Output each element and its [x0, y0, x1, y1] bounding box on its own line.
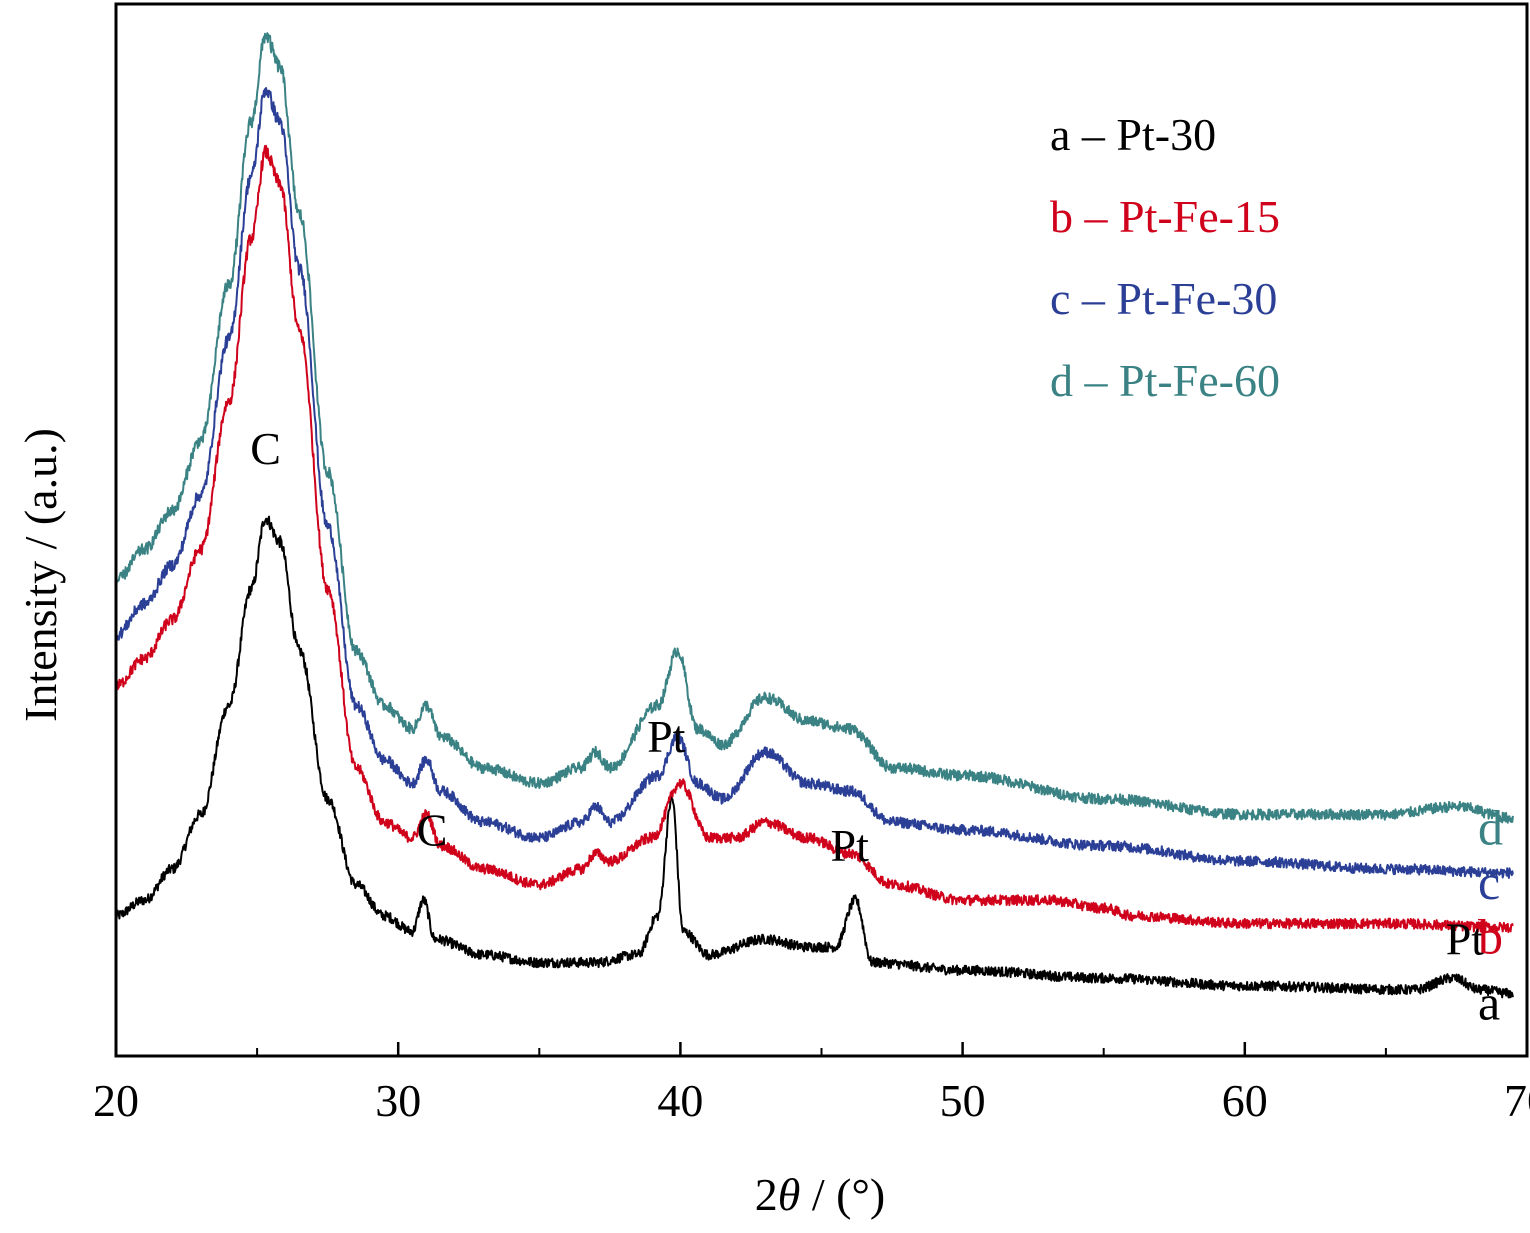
annotations-layer: C C Pt Pt Pt — [250, 423, 1484, 965]
peak-annotation-1: C — [417, 805, 448, 856]
x-axis-label-theta: θ — [778, 1169, 801, 1220]
legend-entry-b: b – Pt-Fe-15 — [1050, 191, 1280, 242]
series-end-label-b: b — [1478, 908, 1503, 964]
x-tick-label: 40 — [657, 1075, 703, 1126]
peak-annotation-0: C — [250, 423, 281, 474]
peak-annotation-2: Pt — [647, 711, 686, 762]
series-end-label-c: c — [1478, 854, 1500, 910]
plot-frame — [114, 2, 1529, 1058]
x-tick-label: 60 — [1222, 1075, 1268, 1126]
x-tick-label: 30 — [375, 1075, 421, 1126]
y-axis-label: Intensity / (a.u.) — [15, 428, 66, 722]
legend-entry-d: d – Pt-Fe-60 — [1050, 355, 1280, 406]
legend-entry-c: c – Pt-Fe-30 — [1050, 273, 1277, 324]
legend: a – Pt-30 b – Pt-Fe-15 c – Pt-Fe-30 d – Pt-… — [1050, 109, 1280, 406]
series-line-d — [115, 32, 1514, 824]
series-line-c — [115, 87, 1514, 879]
series-line-a — [115, 515, 1514, 999]
x-axis-label: 2θ / (°) — [755, 1169, 885, 1220]
legend-entry-a: a – Pt-30 — [1050, 109, 1216, 160]
x-tick-label: 20 — [93, 1075, 139, 1126]
x-axis-label-prefix: 2 — [755, 1169, 778, 1220]
series-layer — [115, 32, 1514, 999]
ticks-layer: 20 30 40 50 60 70 — [93, 1042, 1530, 1126]
peak-annotation-3: Pt — [831, 820, 870, 871]
series-line-b — [115, 144, 1514, 934]
x-axis-label-unit: / (°) — [800, 1169, 885, 1220]
peak-annotation-4: Pt — [1446, 914, 1485, 965]
series-end-label-d: d — [1478, 799, 1503, 855]
series-end-label-a: a — [1478, 975, 1500, 1031]
x-tick-label: 70 — [1504, 1075, 1530, 1126]
x-tick-label: 50 — [940, 1075, 986, 1126]
